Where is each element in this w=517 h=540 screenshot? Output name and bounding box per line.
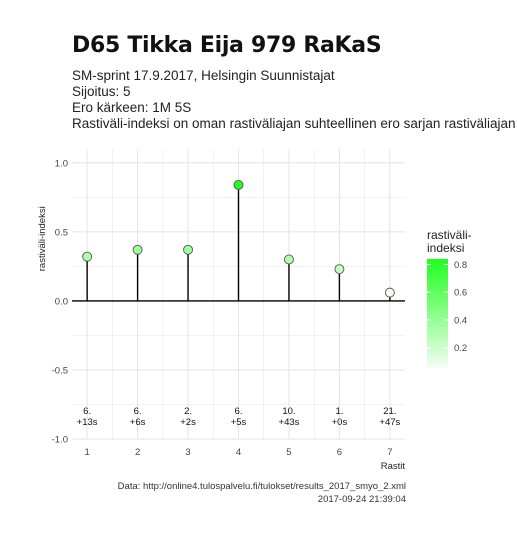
legend-tick-label: 0.2	[454, 343, 467, 354]
y-tick-label: 1.0	[55, 158, 68, 169]
x-tick-label: 4	[236, 447, 241, 458]
legend-title-line2: indeksi	[427, 241, 464, 255]
time-diff-label: +2s	[180, 417, 196, 428]
time-diff-label: +0s	[332, 417, 348, 428]
subtitle-event: SM-sprint 17.9.2017, Helsingin Suunnista…	[72, 68, 335, 83]
time-diff-label: +6s	[130, 417, 146, 428]
chart-title: D65 Tikka Eija 979 RaKaS	[72, 33, 382, 58]
legend-tick-label: 0.8	[454, 260, 467, 271]
x-tick-label: 3	[185, 447, 190, 458]
legend-colorbar	[427, 259, 448, 367]
time-diff-label: +13s	[77, 417, 98, 428]
time-diff-label: +43s	[279, 417, 300, 428]
lollipop-point	[233, 179, 244, 190]
placement-label: 6.	[134, 406, 142, 417]
legend-title-line1: rastiväli-	[427, 228, 472, 242]
time-diff-label: +5s	[231, 417, 247, 428]
placement-label: 10.	[282, 406, 295, 417]
y-tick-label: -0.5	[52, 365, 68, 376]
placement-label: 6.	[83, 406, 91, 417]
legend-tick-label: 0.6	[454, 288, 467, 299]
x-axis-title: Rastit	[381, 461, 406, 472]
placement-label: 6.	[235, 406, 243, 417]
x-tick-label: 2	[135, 447, 140, 458]
subtitle-placement: Sijoitus: 5	[72, 84, 131, 99]
y-tick-label: 0.0	[55, 296, 68, 307]
legend-tick-label: 0.4	[454, 315, 467, 326]
lollipop-point	[183, 244, 193, 255]
x-tick-label: 6	[337, 447, 342, 458]
x-tick-label: 5	[286, 447, 291, 458]
axes: -1.0 -0.5 0.0 0.5 1.0 1 2 3 4 5 6 7 Rastit rastiväli-…	[37, 158, 405, 472]
placement-label: 1.	[335, 406, 343, 417]
lollipop-point	[334, 264, 345, 275]
lollipop-point	[284, 254, 294, 265]
x-tick-label: 1	[84, 447, 89, 458]
data-source-caption: Data: http://online4.tulospalvelu.fi/tul…	[117, 481, 406, 492]
y-axis-title: rastiväli-indeksi	[37, 206, 48, 271]
subtitle-index-description: Rastiväli-indeksi on oman rastiväliajan …	[72, 116, 517, 131]
lollipop-point	[384, 287, 395, 298]
time-diff-label: +47s	[379, 417, 400, 428]
timestamp-caption: 2017-09-24 21:39:04	[317, 494, 406, 505]
y-tick-label: 0.5	[55, 227, 68, 238]
lollipop-point	[132, 244, 143, 255]
x-tick-label: 7	[387, 447, 392, 458]
lollipop-point	[82, 251, 93, 262]
placement-label: 2.	[184, 406, 192, 417]
placement-label: 21.	[383, 406, 396, 417]
color-legend: rastiväli-indeksi 0.8 0.6 0.4 0.2	[427, 228, 472, 367]
y-tick-label: -1.0	[52, 435, 68, 446]
subtitle-gap-to-leader: Ero kärkeen: 1M 5S	[72, 100, 192, 115]
